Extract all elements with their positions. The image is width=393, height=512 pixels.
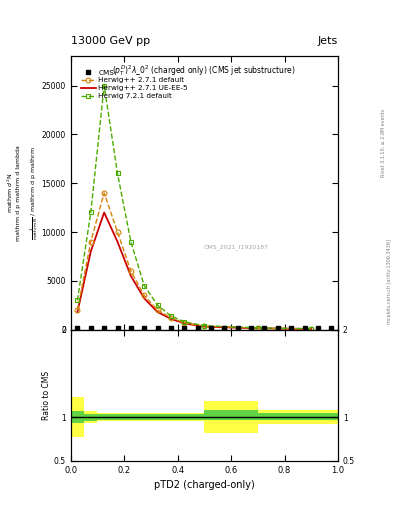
Herwig 7.2.1 default: [255, 325, 260, 331]
Text: mcplots.cern.ch [arXiv:1306.3436]: mcplots.cern.ch [arXiv:1306.3436]: [387, 239, 391, 324]
Herwig++ 2.7.1 default: [129, 268, 133, 274]
CMS: [209, 325, 213, 331]
Text: Jets: Jets: [318, 36, 338, 46]
Herwig++ 2.7.1 UE-EE-5: [169, 316, 173, 322]
Legend: CMS, Herwig++ 2.7.1 default, Herwig++ 2.7.1 UE-EE-5, Herwig 7.2.1 default: CMS, Herwig++ 2.7.1 default, Herwig++ 2.…: [80, 68, 189, 101]
Line: Herwig 7.2.1 default: Herwig 7.2.1 default: [75, 83, 314, 331]
Herwig++ 2.7.1 UE-EE-5: [182, 320, 187, 326]
Herwig++ 2.7.1 default: [182, 319, 187, 326]
Y-axis label: Ratio to CMS: Ratio to CMS: [42, 371, 51, 420]
Herwig++ 2.7.1 default: [115, 229, 120, 235]
Y-axis label: mathrm $d^2$N
mathrm d p mathrm d lambda

$\frac{1}{\mathrm{mathrm}\,N}$ / mathr: mathrm $d^2$N mathrm d p mathrm d lambda…: [6, 145, 40, 241]
CMS: [302, 325, 307, 331]
Herwig++ 2.7.1 UE-EE-5: [202, 324, 207, 330]
Herwig++ 2.7.1 default: [169, 315, 173, 321]
CMS: [182, 325, 187, 331]
CMS: [129, 325, 133, 331]
Herwig++ 2.7.1 default: [155, 307, 160, 313]
CMS: [155, 325, 160, 331]
Herwig++ 2.7.1 UE-EE-5: [309, 326, 314, 332]
Herwig 7.2.1 default: [169, 313, 173, 319]
Herwig 7.2.1 default: [102, 82, 107, 89]
CMS: [235, 325, 240, 331]
CMS: [289, 325, 294, 331]
Herwig++ 2.7.1 UE-EE-5: [255, 325, 260, 331]
Herwig++ 2.7.1 default: [88, 239, 93, 245]
CMS: [169, 325, 173, 331]
CMS: [222, 325, 227, 331]
Herwig++ 2.7.1 UE-EE-5: [102, 209, 107, 216]
CMS: [88, 325, 93, 331]
Herwig++ 2.7.1 UE-EE-5: [142, 295, 147, 302]
Herwig++ 2.7.1 UE-EE-5: [88, 248, 93, 254]
Text: Rivet 3.1.10, ≥ 2.8M events: Rivet 3.1.10, ≥ 2.8M events: [381, 109, 386, 178]
Herwig 7.2.1 default: [129, 239, 133, 245]
Herwig++ 2.7.1 UE-EE-5: [115, 239, 120, 245]
Text: CMS_2021_I1920187: CMS_2021_I1920187: [204, 245, 269, 250]
CMS: [102, 325, 107, 331]
Herwig++ 2.7.1 default: [309, 326, 314, 332]
Herwig 7.2.1 default: [155, 302, 160, 308]
Herwig++ 2.7.1 default: [75, 307, 80, 313]
Herwig 7.2.1 default: [115, 170, 120, 177]
Line: Herwig++ 2.7.1 UE-EE-5: Herwig++ 2.7.1 UE-EE-5: [77, 212, 311, 329]
Herwig++ 2.7.1 default: [202, 323, 207, 329]
Herwig 7.2.1 default: [309, 326, 314, 332]
Herwig++ 2.7.1 UE-EE-5: [75, 309, 80, 315]
Herwig 7.2.1 default: [182, 319, 187, 325]
CMS: [316, 325, 320, 331]
CMS: [195, 325, 200, 331]
Herwig++ 2.7.1 default: [102, 190, 107, 196]
CMS: [329, 325, 334, 331]
Herwig++ 2.7.1 UE-EE-5: [129, 273, 133, 279]
CMS: [142, 325, 147, 331]
Text: $(p_T^D)^2\lambda\_0^2$ (charged only) (CMS jet substructure): $(p_T^D)^2\lambda\_0^2$ (charged only) (…: [112, 63, 296, 78]
Herwig 7.2.1 default: [75, 297, 80, 304]
Text: 13000 GeV pp: 13000 GeV pp: [71, 36, 150, 46]
CMS: [249, 325, 253, 331]
Herwig++ 2.7.1 UE-EE-5: [155, 309, 160, 315]
CMS: [115, 325, 120, 331]
Herwig++ 2.7.1 default: [142, 292, 147, 298]
Herwig 7.2.1 default: [202, 323, 207, 329]
CMS: [275, 325, 280, 331]
X-axis label: pTD2 (charged-only): pTD2 (charged-only): [154, 480, 255, 490]
Line: Herwig++ 2.7.1 default: Herwig++ 2.7.1 default: [75, 190, 314, 331]
CMS: [262, 325, 267, 331]
Herwig 7.2.1 default: [88, 209, 93, 216]
Herwig 7.2.1 default: [142, 283, 147, 289]
CMS: [75, 325, 80, 331]
Herwig++ 2.7.1 default: [255, 325, 260, 331]
Line: CMS: CMS: [76, 326, 333, 329]
